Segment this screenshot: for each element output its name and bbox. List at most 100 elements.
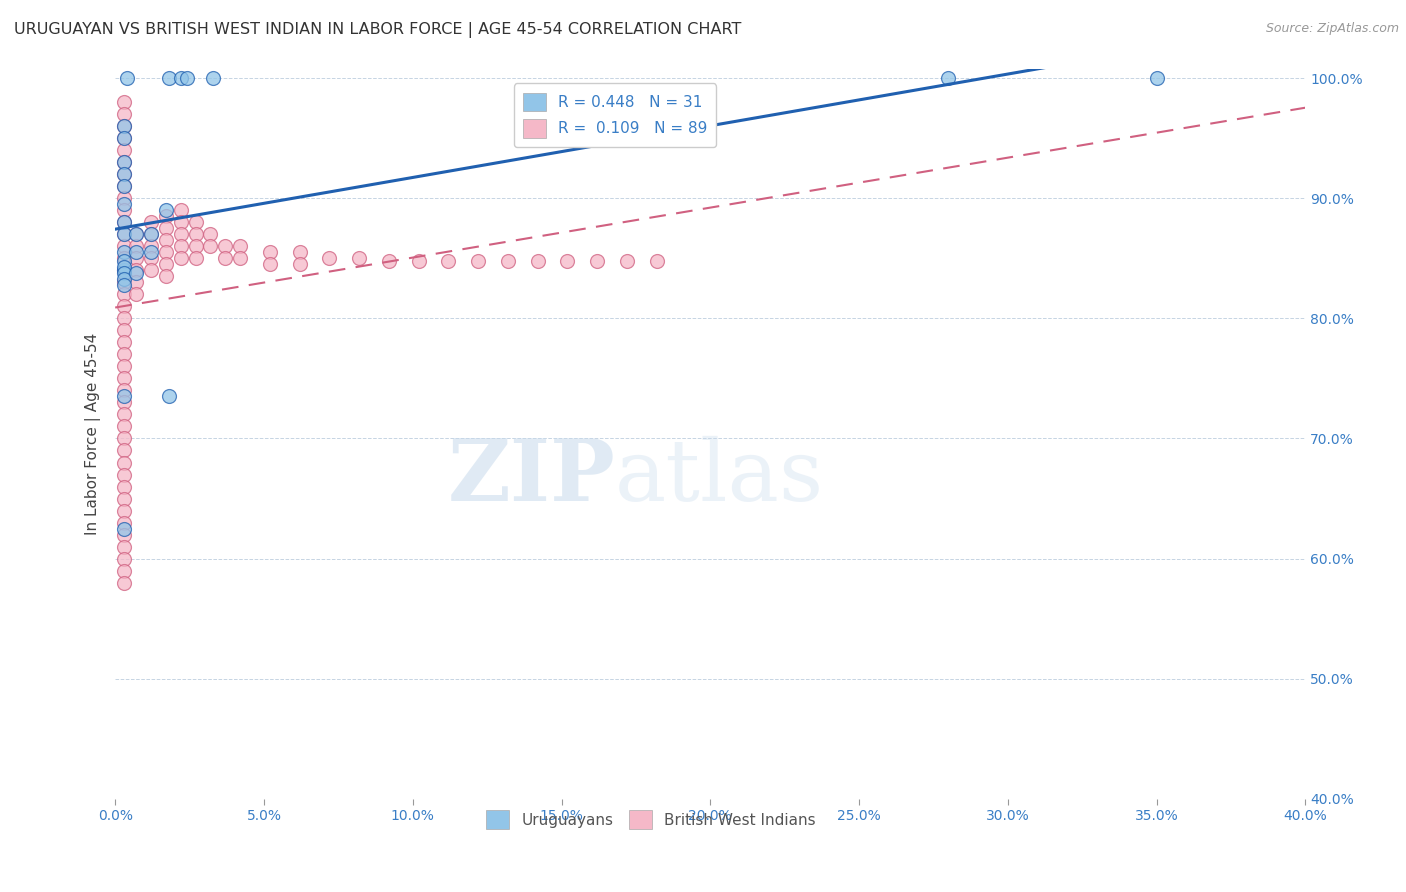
Text: ZIP: ZIP — [447, 435, 614, 519]
Point — [112, 253, 135, 268]
Point — [112, 179, 135, 194]
Point — [288, 257, 311, 271]
Point — [169, 252, 191, 266]
Point — [112, 155, 135, 169]
Point — [155, 203, 177, 218]
Point — [112, 203, 135, 218]
Point — [112, 389, 135, 403]
Point — [155, 233, 177, 247]
Point — [526, 253, 548, 268]
Point — [378, 253, 401, 268]
Point — [155, 269, 177, 284]
Point — [155, 209, 177, 223]
Point — [125, 239, 148, 253]
Point — [200, 239, 222, 253]
Point — [112, 143, 135, 157]
Point — [184, 227, 207, 242]
Point — [112, 551, 135, 566]
Point — [169, 227, 191, 242]
Point — [112, 227, 135, 242]
Point — [112, 167, 135, 181]
Point — [169, 71, 191, 86]
Point — [645, 253, 668, 268]
Point — [169, 203, 191, 218]
Point — [112, 277, 135, 292]
Point — [112, 119, 135, 133]
Point — [112, 191, 135, 205]
Point — [214, 239, 236, 253]
Point — [214, 252, 236, 266]
Point — [112, 432, 135, 446]
Point — [112, 167, 135, 181]
Point — [112, 252, 135, 266]
Point — [112, 276, 135, 290]
Point — [229, 239, 252, 253]
Point — [139, 263, 162, 277]
Point — [157, 71, 180, 86]
Point — [125, 276, 148, 290]
Point — [112, 456, 135, 470]
Point — [115, 71, 138, 86]
Point — [467, 253, 489, 268]
Point — [112, 266, 135, 280]
Point — [112, 263, 135, 277]
Point — [408, 253, 430, 268]
Point — [202, 71, 225, 86]
Point — [125, 227, 148, 242]
Point — [557, 253, 579, 268]
Point — [496, 253, 519, 268]
Point — [112, 119, 135, 133]
Point — [112, 408, 135, 422]
Legend: Uruguayans, British West Indians: Uruguayans, British West Indians — [479, 805, 821, 835]
Point — [112, 491, 135, 506]
Point — [112, 311, 135, 326]
Point — [112, 227, 135, 242]
Point — [112, 95, 135, 110]
Point — [112, 395, 135, 409]
Point — [112, 131, 135, 145]
Point — [259, 257, 281, 271]
Point — [112, 371, 135, 385]
Text: atlas: atlas — [614, 436, 824, 519]
Point — [112, 359, 135, 374]
Point — [125, 266, 148, 280]
Point — [157, 389, 180, 403]
Point — [112, 155, 135, 169]
Point — [112, 527, 135, 541]
Point — [112, 419, 135, 434]
Point — [112, 239, 135, 253]
Point — [229, 252, 252, 266]
Point — [616, 253, 638, 268]
Point — [139, 252, 162, 266]
Point — [184, 239, 207, 253]
Point — [155, 245, 177, 260]
Point — [125, 287, 148, 301]
Point — [318, 252, 340, 266]
Point — [155, 221, 177, 235]
Point — [200, 227, 222, 242]
Point — [139, 245, 162, 260]
Point — [112, 179, 135, 194]
Point — [112, 197, 135, 211]
Point — [112, 384, 135, 398]
Point — [155, 257, 177, 271]
Point — [169, 239, 191, 253]
Point — [112, 347, 135, 361]
Point — [184, 252, 207, 266]
Point — [347, 252, 370, 266]
Text: URUGUAYAN VS BRITISH WEST INDIAN IN LABOR FORCE | AGE 45-54 CORRELATION CHART: URUGUAYAN VS BRITISH WEST INDIAN IN LABO… — [14, 22, 741, 38]
Point — [112, 260, 135, 274]
Point — [125, 245, 148, 260]
Point — [112, 263, 135, 277]
Point — [259, 245, 281, 260]
Point — [437, 253, 460, 268]
Point — [139, 215, 162, 229]
Point — [112, 245, 135, 260]
Point — [112, 271, 135, 285]
Point — [125, 263, 148, 277]
Point — [112, 564, 135, 578]
Text: Source: ZipAtlas.com: Source: ZipAtlas.com — [1265, 22, 1399, 36]
Y-axis label: In Labor Force | Age 45-54: In Labor Force | Age 45-54 — [86, 333, 101, 535]
Point — [139, 227, 162, 242]
Point — [586, 253, 609, 268]
